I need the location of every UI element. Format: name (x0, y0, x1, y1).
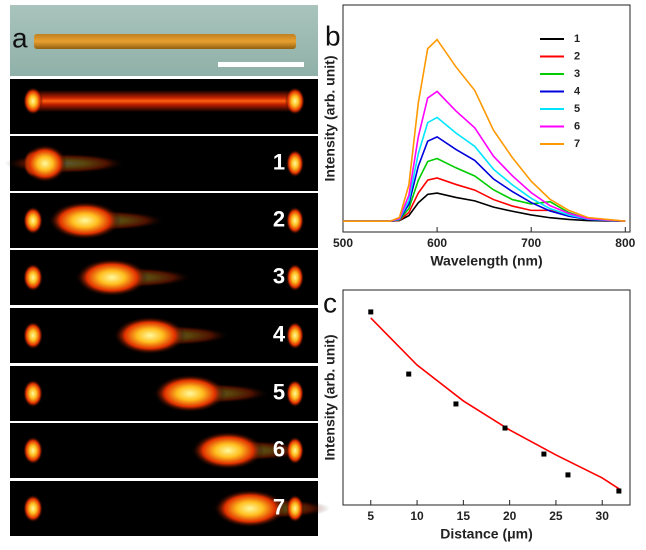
legend-label: 3 (574, 68, 580, 80)
spectrum-line (343, 90, 626, 222)
legend-label: 5 (574, 103, 580, 115)
emission-spot (49, 201, 121, 240)
y-axis-label: Intensity (arb. unit) (322, 56, 338, 182)
x-axis-label: Distance (μm) (440, 526, 533, 542)
panel-label: a (12, 22, 28, 53)
spectrum-line (343, 38, 626, 222)
frame-number: 2 (273, 206, 285, 231)
fit-curve (370, 317, 622, 491)
end-spot (23, 263, 43, 292)
x-tick-label: 800 (615, 236, 635, 250)
data-point (368, 309, 374, 315)
end-spot (286, 436, 304, 465)
legend-label: 6 (574, 120, 580, 132)
panel-b: b 500 600 700 800 Wavelength (nm) Intensity (a… (322, 4, 636, 269)
x-tick-label: 25 (549, 509, 563, 523)
data-point (541, 451, 547, 457)
legend-label: 4 (574, 85, 581, 97)
spectrum-line (343, 192, 626, 222)
rod-glow (28, 90, 300, 112)
x-tick-label: 20 (503, 509, 517, 523)
emission-spot (214, 489, 286, 528)
frame-number: 3 (273, 263, 285, 288)
plot-frame (342, 289, 631, 506)
end-spot (286, 494, 304, 523)
end-spot (23, 321, 43, 350)
x-tick-label: 10 (410, 509, 424, 523)
legend-label: 1 (574, 33, 580, 45)
emission-spot (192, 431, 264, 470)
frame-number: 6 (273, 436, 285, 461)
spectrum-line (343, 116, 626, 222)
rod (34, 34, 296, 49)
spectrum-line (343, 177, 626, 222)
panel-label: c (323, 287, 337, 318)
y-axis-label: Intensity (arb. unit) (322, 335, 338, 461)
x-tick-label: 15 (457, 509, 471, 523)
frame-number: 7 (273, 494, 285, 519)
x-tick-label: 30 (596, 509, 610, 523)
frame-number: 4 (273, 321, 286, 346)
x-tick-label: 700 (521, 236, 541, 250)
emission-spot (76, 258, 148, 297)
x-tick-label: 500 (333, 236, 353, 250)
end-spot (23, 379, 43, 408)
end-spot (285, 87, 305, 115)
spectrum-line (343, 157, 626, 222)
data-point (565, 472, 571, 478)
emission-spot (23, 144, 67, 183)
plot-frame (342, 4, 631, 233)
frame-number: 1 (273, 149, 285, 174)
spectrum-line (343, 135, 626, 222)
panel-a: a 1 2 3 4 5 6 7 (5, 5, 330, 536)
panel-c: c 5 10 15 20 25 30 Distance (μm) Intensity (arb.… (322, 287, 631, 542)
data-point (502, 425, 508, 431)
end-spot (23, 494, 43, 523)
x-axis-label: Wavelength (nm) (430, 253, 542, 269)
frame-number: 5 (273, 379, 285, 404)
legend-label: 7 (574, 138, 580, 150)
legend-label: 2 (574, 50, 580, 62)
end-spot (286, 206, 304, 235)
data-point (453, 401, 459, 407)
data-point (406, 371, 412, 377)
end-spot (23, 206, 43, 235)
end-spot (286, 149, 304, 178)
emission-spot (154, 374, 226, 413)
x-tick-label: 600 (427, 236, 447, 250)
data-point (616, 488, 622, 494)
end-spot (286, 263, 304, 292)
scale-bar (218, 62, 304, 67)
panel-label: b (325, 20, 341, 51)
emission-spot (114, 316, 186, 355)
end-spot (286, 379, 304, 408)
end-spot (286, 321, 304, 350)
end-spot (23, 87, 43, 115)
end-spot (23, 436, 43, 465)
x-tick-label: 5 (367, 509, 374, 523)
